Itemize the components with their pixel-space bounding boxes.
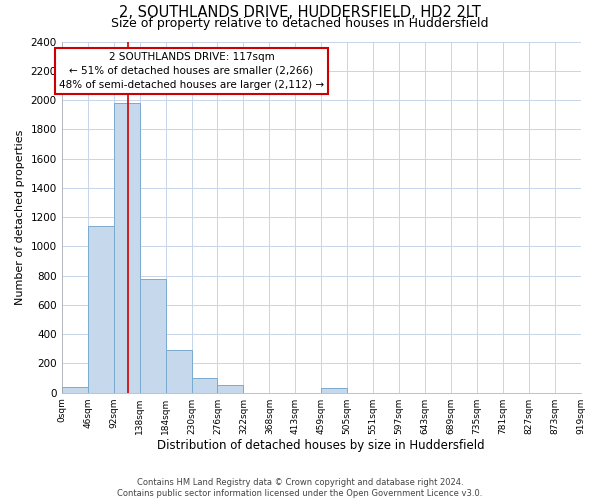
Y-axis label: Number of detached properties: Number of detached properties (15, 130, 25, 305)
Text: 2, SOUTHLANDS DRIVE, HUDDERSFIELD, HD2 2LT: 2, SOUTHLANDS DRIVE, HUDDERSFIELD, HD2 2… (119, 5, 481, 20)
Text: Size of property relative to detached houses in Huddersfield: Size of property relative to detached ho… (111, 18, 489, 30)
Bar (321, 388, 347, 392)
Text: 2 SOUTHLANDS DRIVE: 117sqm
← 51% of detached houses are smaller (2,266)
48% of s: 2 SOUTHLANDS DRIVE: 117sqm ← 51% of deta… (59, 52, 324, 90)
Text: Contains HM Land Registry data © Crown copyright and database right 2024.
Contai: Contains HM Land Registry data © Crown c… (118, 478, 482, 498)
Bar (140, 280, 166, 392)
Bar (217, 386, 244, 392)
X-axis label: Distribution of detached houses by size in Huddersfield: Distribution of detached houses by size … (157, 440, 485, 452)
Bar (166, 350, 191, 393)
Bar (88, 226, 113, 392)
Bar (62, 387, 88, 392)
Bar (191, 378, 217, 392)
Bar (113, 103, 140, 393)
